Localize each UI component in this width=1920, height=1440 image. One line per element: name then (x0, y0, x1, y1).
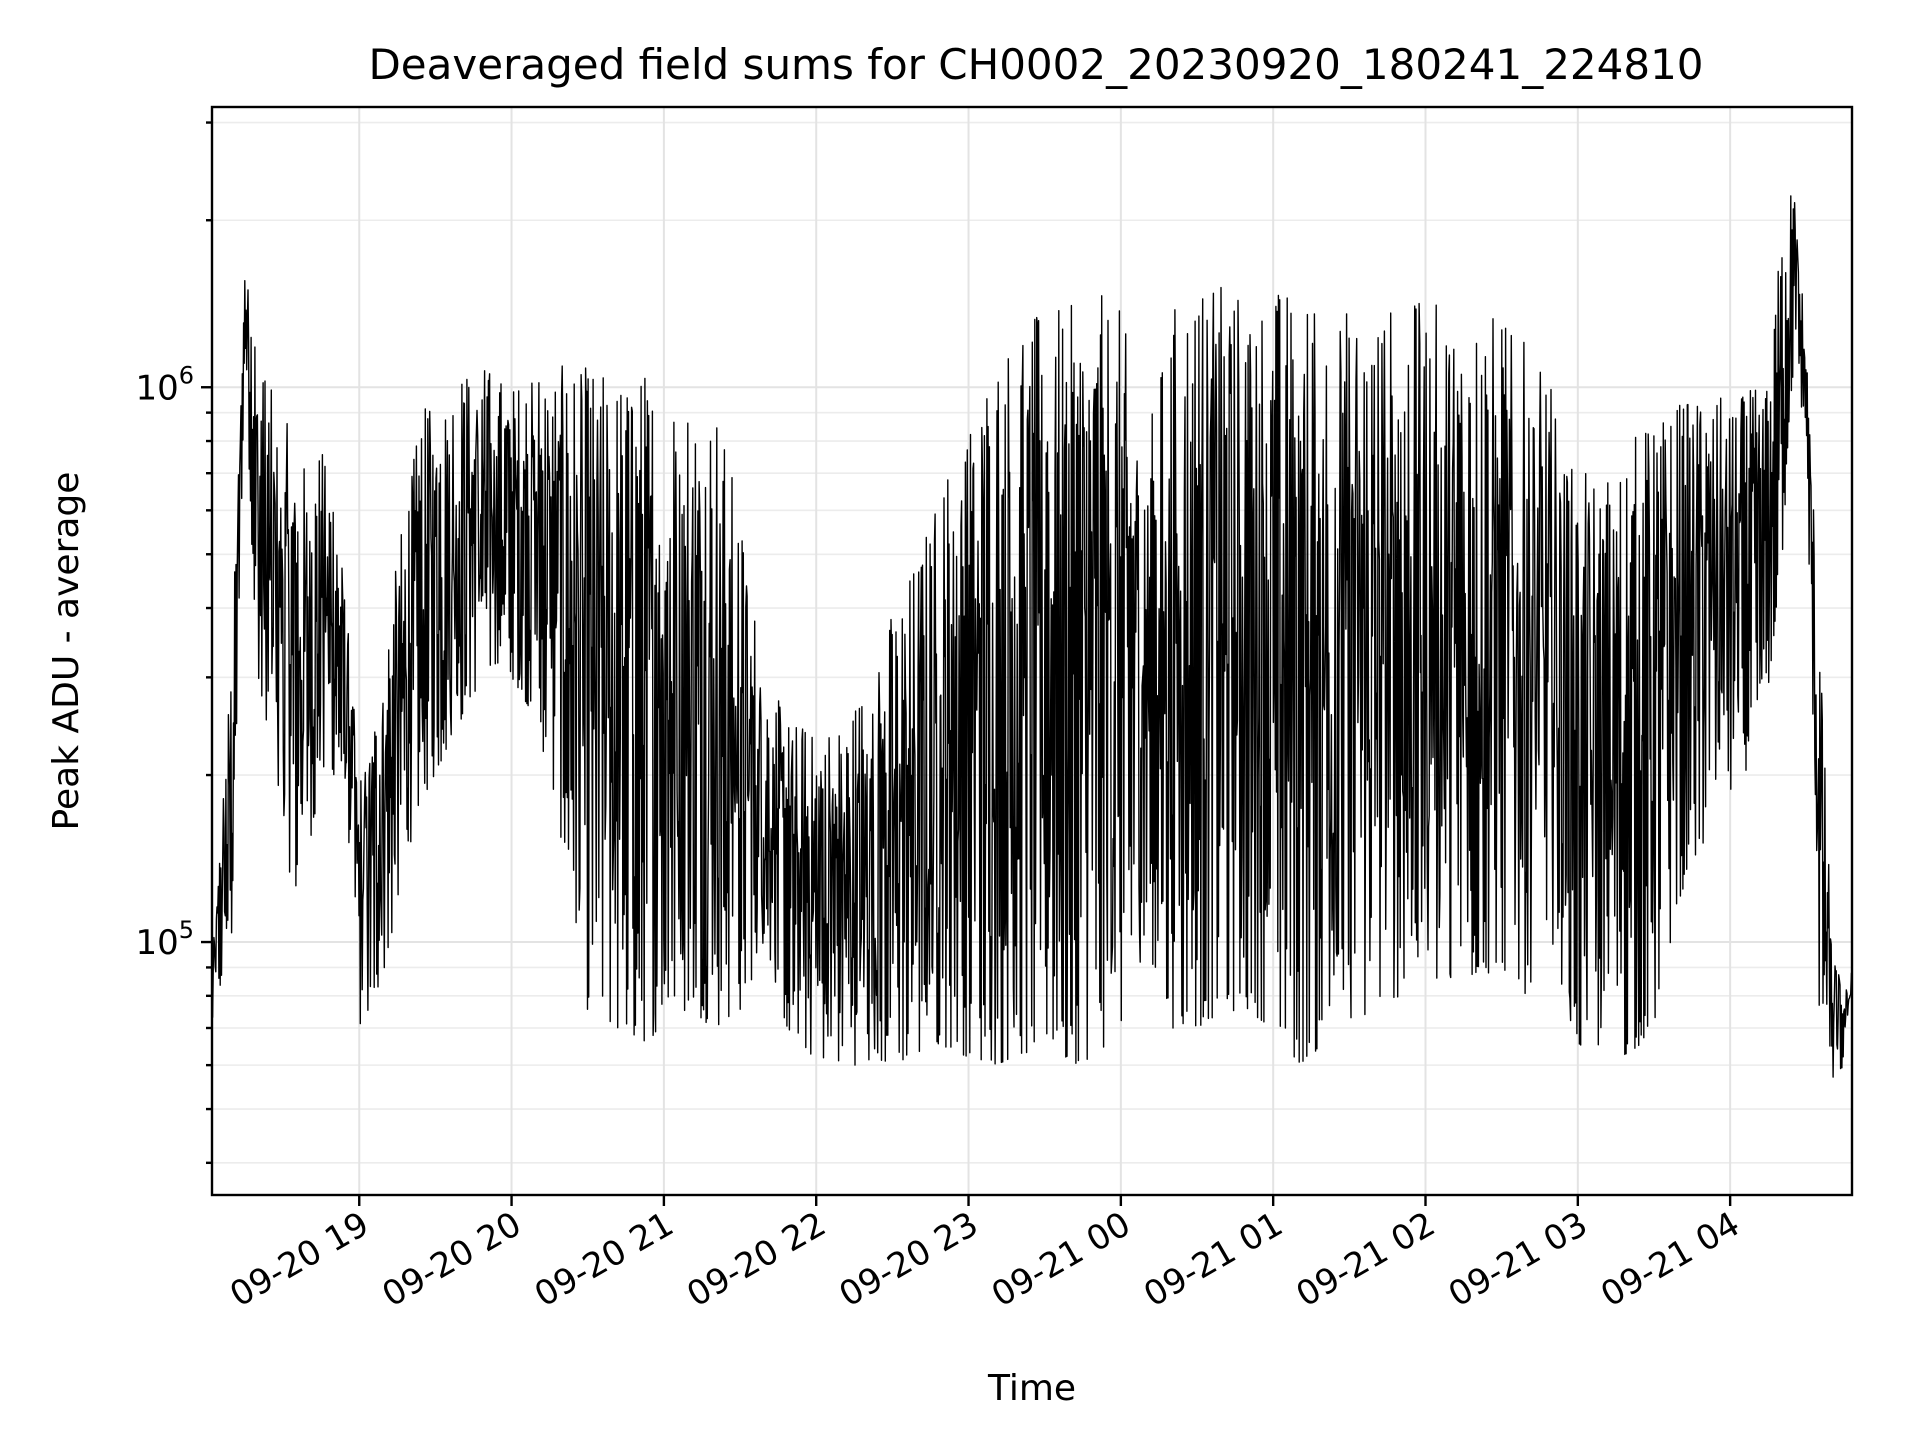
x-tick-label: 09-21 00 (985, 1204, 1137, 1315)
y-tick-label: 106 (135, 361, 194, 408)
y-tick-exponent: 6 (179, 361, 194, 389)
x-tick-label: 09-21 02 (1290, 1204, 1442, 1315)
x-tick-label: 09-21 04 (1594, 1204, 1746, 1315)
series-group (211, 195, 1853, 1078)
series-line (211, 195, 1853, 1078)
x-tick-label: 09-20 19 (223, 1204, 375, 1315)
y-tick-label: 105 (135, 916, 194, 963)
x-tick-label: 09-20 23 (833, 1204, 985, 1315)
x-tick-label: 09-21 03 (1442, 1204, 1594, 1315)
x-tick-label: 09-20 22 (680, 1204, 832, 1315)
y-axis-label: Peak ADU - average (46, 472, 87, 831)
x-tick-label: 09-21 01 (1137, 1204, 1289, 1315)
x-axis-label: Time (987, 1368, 1076, 1409)
chart-title: Deaveraged field sums for CH0002_2023092… (368, 40, 1703, 89)
y-tick-exponent: 5 (179, 916, 194, 944)
x-tick-label: 09-20 21 (528, 1204, 680, 1315)
x-tick-label: 09-20 20 (376, 1204, 528, 1315)
plot-frame (210, 105, 1854, 1197)
